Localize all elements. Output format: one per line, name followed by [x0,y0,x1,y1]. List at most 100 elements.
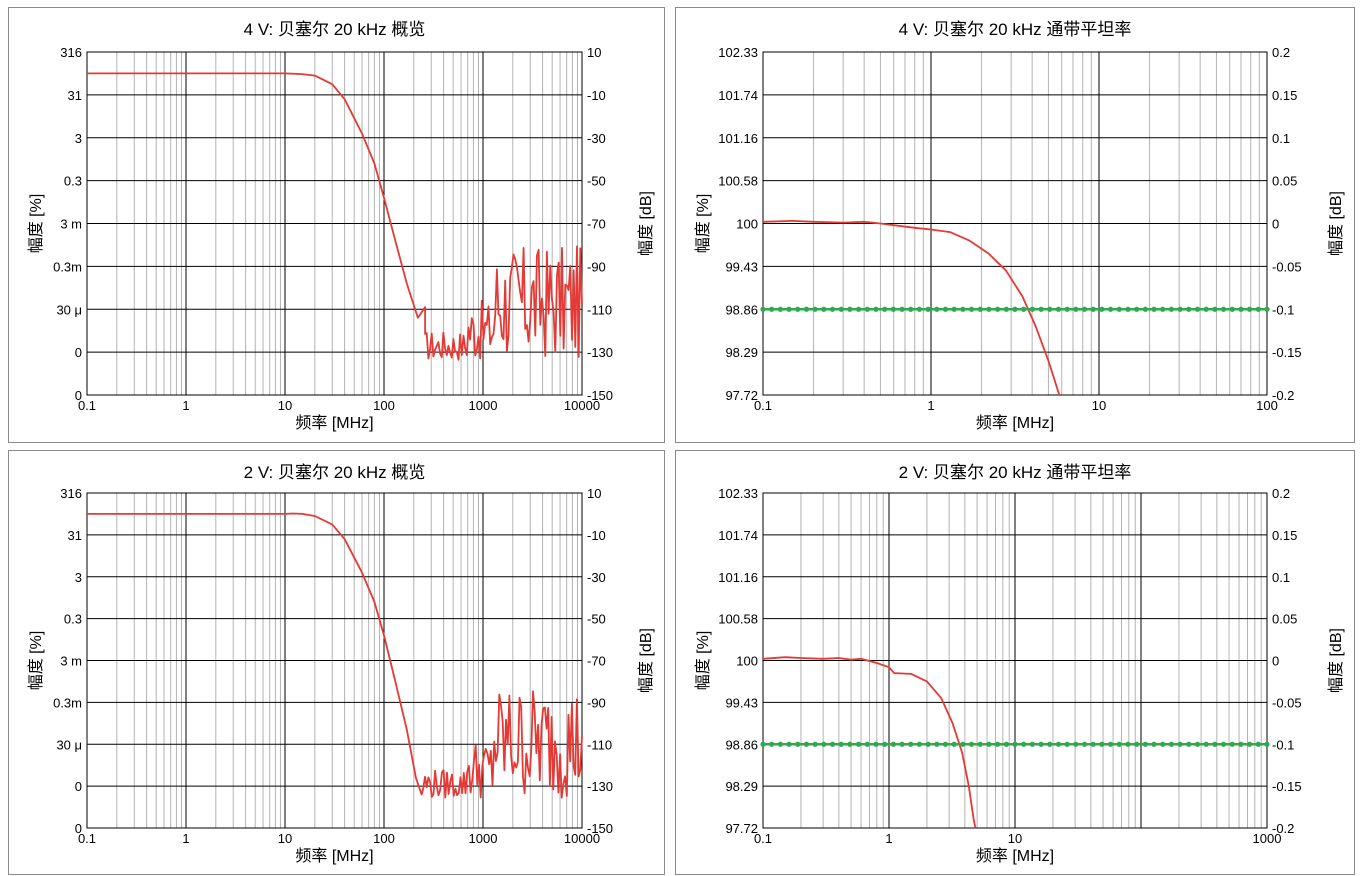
y-tick-label-left: 101.74 [718,528,758,543]
y-tick-label-right: -0.15 [1272,779,1302,794]
y-tick-label-right: 10 [587,45,601,60]
series-line [87,72,583,361]
y-tick-label-left: 0 [75,779,82,794]
limit-line-point [1038,306,1044,312]
limit-line-point [1073,741,1079,747]
limit-line-point [1038,741,1044,747]
limit-line-point [786,306,792,312]
y-tick-label-right: -0.1 [1272,737,1294,752]
plot-frame [86,492,583,829]
limit-line-point [1081,306,1088,312]
limit-line-point [1212,306,1218,312]
limit-line-point [1055,741,1062,747]
series-line [762,656,977,829]
limit-line-point [1047,741,1053,747]
limit-line-point [1142,741,1148,747]
limit-line-point [1142,306,1148,312]
y-tick-label-right: -30 [587,570,606,585]
limit-line-point [760,306,766,312]
limit-line-point [803,306,810,312]
y-tick-label-left: 99.43 [725,695,758,710]
y-tick-label-left: 97.72 [725,821,758,836]
plot-frame [762,51,1268,396]
chart-title: 4 V: 贝塞尔 20 kHz 通带平坦率 [899,20,1132,39]
y-tick-label-left: 3 m [60,654,82,669]
x-tick-label: 1000 [469,831,498,846]
chart-svg: 4 V: 贝塞尔 20 kHz 通带平坦率 102.33 101.74 101.16 1… [694,20,1345,432]
x-axis-label: 频率 [MHz] [976,414,1054,432]
chart-svg: 2 V: 贝塞尔 20 kHz 通带平坦率 102.33 101.74 101.16 1… [694,463,1345,865]
limit-line-point [1220,306,1227,312]
x-tick-label: 10000 [564,398,600,413]
y-tick-label-left: 316 [60,45,82,60]
limit-line-point [908,306,914,312]
limit-line-point [977,306,983,312]
y-tick-label-left: 98.86 [725,737,758,752]
limit-line-point [1090,741,1096,747]
chart-title: 4 V: 贝塞尔 20 kHz 概览 [244,20,426,39]
limit-line-point [916,306,923,312]
limit-line-point [1064,306,1070,312]
y-tick-label-left: 31 [68,528,82,543]
limit-line-point [855,306,862,312]
limit-line-point [995,306,1001,312]
limit-line-point [1116,741,1122,747]
y-tick-label-left: 0.3 [64,174,82,189]
limit-line-point [960,306,966,312]
limit-line-point [995,741,1001,747]
x-tick-label: 1 [927,398,934,413]
limit-line-point [1073,306,1079,312]
x-tick-label: 1 [182,398,189,413]
x-tick-label: 10 [278,831,292,846]
limit-line-point [1134,306,1140,312]
limit-line-point [968,306,975,312]
x-tick-label: 1000 [1253,831,1282,846]
limit-line-point [1012,306,1018,312]
limit-line-point [838,306,844,312]
y-tick-label-right: -130 [587,345,613,360]
y-axis-label-right: 幅度 [dB] [637,628,655,693]
limit-line-point [873,306,879,312]
y-tick-label-left: 100.58 [718,174,758,189]
limit-line-point [847,741,853,747]
limit-line-point [1160,741,1166,747]
y-tick-label-left: 31 [68,88,82,103]
limit-line-point [1264,741,1270,747]
x-tick-label: 10 [278,398,292,413]
y-tick-label-left: 98.29 [725,779,758,794]
limit-line-point [1177,306,1183,312]
limit-line-point [1247,306,1253,312]
limit-line-point [760,741,766,747]
limit-line-point [1064,741,1070,747]
limit-line-point [960,741,966,747]
limit-line-point [1003,306,1009,312]
limit-line-point [934,306,940,312]
limit-line-point [1125,306,1131,312]
limit-line-point [821,306,827,312]
limit-line-point [1255,306,1261,312]
y-tick-label-left: 0.3m [53,259,82,274]
x-tick-label: 100 [373,831,395,846]
y-tick-label-right: -70 [587,217,606,232]
limit-line-point [786,741,792,747]
y-tick-label-right: 0.1 [1272,570,1290,585]
y-tick-label-left: 316 [60,486,82,501]
limit-line-point [882,306,888,312]
limit-line-point [899,741,905,747]
limit-line-point [1203,306,1209,312]
limit-line-point [942,741,949,747]
y-tick-label-right: -130 [587,779,613,794]
limit-line-point [916,741,923,747]
limit-line-point [1255,741,1261,747]
limit-line-point [1194,741,1201,747]
y-tick-label-left: 3 m [60,217,82,232]
y-tick-label-left: 102.33 [718,486,758,501]
y-tick-label-left: 30 μ [56,737,82,752]
y-tick-label-left: 100 [736,654,758,669]
y-axis-label-left: 幅度 [%] [27,631,45,691]
limit-line-point [1116,306,1122,312]
limit-line-point [942,306,949,312]
x-tick-label: 100 [373,398,395,413]
y-tick-label-right: -50 [587,612,606,627]
